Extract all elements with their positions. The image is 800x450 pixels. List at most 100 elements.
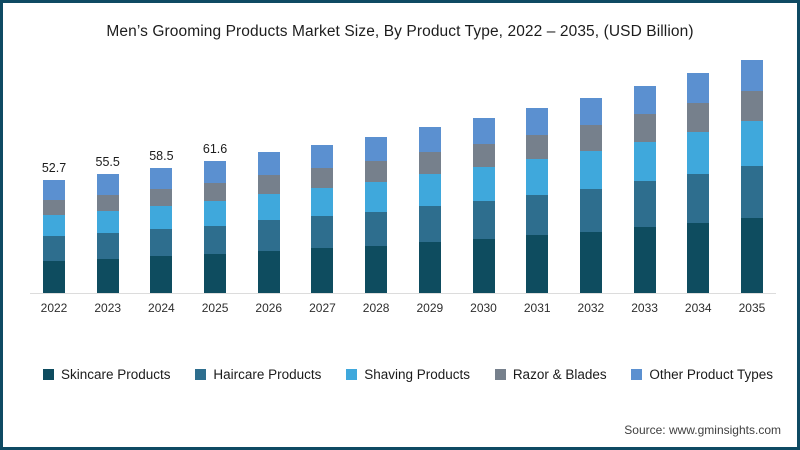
stacked-bar-2025[interactable] bbox=[204, 58, 227, 293]
stacked-bar-2023[interactable] bbox=[96, 58, 119, 293]
stacked-bar-2033[interactable] bbox=[633, 58, 656, 293]
stacked-bar-2032[interactable] bbox=[579, 58, 602, 293]
segment-shaving-products[interactable] bbox=[204, 200, 227, 226]
legend-label: Razor & Blades bbox=[512, 367, 607, 382]
segment-skincare-products[interactable] bbox=[633, 227, 656, 293]
segment-skincare-products[interactable] bbox=[96, 258, 119, 293]
segment-other-product-types[interactable] bbox=[257, 152, 280, 175]
segment-other-product-types[interactable] bbox=[365, 136, 388, 161]
segment-haircare-products[interactable] bbox=[257, 220, 280, 251]
stacked-bar-2029[interactable] bbox=[418, 58, 441, 293]
segment-razor-blades[interactable] bbox=[579, 125, 602, 152]
stacked-bar-2028[interactable] bbox=[365, 58, 388, 293]
segment-razor-blades[interactable] bbox=[150, 188, 173, 206]
segment-other-product-types[interactable] bbox=[43, 180, 65, 200]
segment-haircare-products[interactable] bbox=[311, 216, 334, 249]
segment-skincare-products[interactable] bbox=[472, 238, 495, 293]
legend-item-razor[interactable]: Razor & Blades bbox=[494, 367, 607, 382]
segment-shaving-products[interactable] bbox=[150, 205, 173, 230]
segment-razor-blades[interactable] bbox=[43, 199, 65, 216]
segment-shaving-products[interactable] bbox=[687, 131, 710, 174]
stacked-bar-2022[interactable] bbox=[43, 58, 65, 293]
x-axis-tick-label: 2033 bbox=[631, 301, 658, 315]
segment-shaving-products[interactable] bbox=[311, 187, 334, 217]
segment-razor-blades[interactable] bbox=[418, 152, 441, 175]
segment-haircare-products[interactable] bbox=[579, 188, 602, 232]
bar-column-2035: 2035 bbox=[739, 58, 765, 315]
segment-shaving-products[interactable] bbox=[633, 141, 656, 182]
segment-razor-blades[interactable] bbox=[311, 167, 334, 188]
legend-swatch-haircare-icon bbox=[195, 369, 207, 380]
segment-skincare-products[interactable] bbox=[43, 260, 65, 293]
segment-other-product-types[interactable] bbox=[311, 144, 334, 168]
segment-shaving-products[interactable] bbox=[472, 167, 495, 201]
segment-shaving-products[interactable] bbox=[257, 193, 280, 221]
x-axis-tick-label: 2024 bbox=[148, 301, 175, 315]
segment-shaving-products[interactable] bbox=[579, 151, 602, 189]
segment-other-product-types[interactable] bbox=[740, 59, 763, 91]
segment-razor-blades[interactable] bbox=[740, 90, 763, 122]
segment-other-product-types[interactable] bbox=[579, 97, 602, 126]
stacked-bar-2024[interactable] bbox=[150, 58, 173, 293]
legend-item-shaving[interactable]: Shaving Products bbox=[346, 367, 470, 382]
segment-other-product-types[interactable] bbox=[204, 161, 227, 183]
segment-haircare-products[interactable] bbox=[418, 205, 441, 243]
segment-skincare-products[interactable] bbox=[365, 245, 388, 293]
segment-skincare-products[interactable] bbox=[204, 254, 227, 293]
segment-other-product-types[interactable] bbox=[687, 73, 710, 103]
segment-other-product-types[interactable] bbox=[472, 118, 495, 144]
segment-other-product-types[interactable] bbox=[633, 85, 656, 115]
segment-shaving-products[interactable] bbox=[526, 159, 549, 195]
source-credit: Source: www.gminsights.com bbox=[624, 423, 781, 437]
legend-item-haircare[interactable]: Haircare Products bbox=[195, 367, 321, 382]
stacked-bar-2030[interactable] bbox=[472, 58, 495, 293]
segment-skincare-products[interactable] bbox=[740, 217, 763, 293]
segment-skincare-products[interactable] bbox=[579, 231, 602, 293]
stacked-bar-2026[interactable] bbox=[257, 58, 280, 293]
segment-haircare-products[interactable] bbox=[472, 200, 495, 239]
segment-razor-blades[interactable] bbox=[365, 160, 388, 182]
segment-skincare-products[interactable] bbox=[687, 222, 710, 293]
segment-other-product-types[interactable] bbox=[96, 174, 119, 195]
x-axis-tick-label: 2031 bbox=[523, 301, 551, 315]
segment-haircare-products[interactable] bbox=[150, 229, 173, 257]
segment-other-product-types[interactable] bbox=[150, 168, 173, 189]
chart-title: Men’s Grooming Products Market Size, By … bbox=[106, 23, 694, 40]
segment-haircare-products[interactable] bbox=[526, 194, 549, 236]
segment-haircare-products[interactable] bbox=[687, 173, 710, 223]
segment-shaving-products[interactable] bbox=[418, 174, 441, 206]
segment-haircare-products[interactable] bbox=[633, 181, 656, 228]
segment-razor-blades[interactable] bbox=[687, 102, 710, 132]
segment-razor-blades[interactable] bbox=[633, 114, 656, 142]
segment-razor-blades[interactable] bbox=[96, 194, 119, 211]
segment-shaving-products[interactable] bbox=[365, 181, 388, 212]
legend-item-skincare[interactable]: Skincare Products bbox=[43, 367, 171, 382]
segment-haircare-products[interactable] bbox=[365, 211, 388, 246]
segment-haircare-products[interactable] bbox=[740, 165, 763, 218]
legend-item-other[interactable]: Other Product Types bbox=[631, 367, 773, 382]
stacked-bar-2035[interactable] bbox=[740, 58, 763, 293]
segment-razor-blades[interactable] bbox=[526, 134, 549, 160]
x-axis-tick-label: 2029 bbox=[416, 301, 444, 315]
segment-razor-blades[interactable] bbox=[472, 143, 495, 168]
segment-shaving-products[interactable] bbox=[43, 215, 65, 237]
stacked-bar-2034[interactable] bbox=[687, 58, 710, 293]
x-axis-tick-label: 2025 bbox=[201, 301, 229, 315]
segment-shaving-products[interactable] bbox=[740, 121, 763, 166]
segment-haircare-products[interactable] bbox=[96, 233, 119, 259]
stacked-bar-2027[interactable] bbox=[311, 58, 334, 293]
stacked-bar-2031[interactable] bbox=[526, 58, 549, 293]
segment-razor-blades[interactable] bbox=[257, 174, 280, 194]
segment-skincare-products[interactable] bbox=[257, 250, 280, 293]
segment-shaving-products[interactable] bbox=[96, 210, 119, 234]
segment-razor-blades[interactable] bbox=[204, 182, 227, 201]
segment-skincare-products[interactable] bbox=[418, 242, 441, 293]
segment-haircare-products[interactable] bbox=[43, 236, 65, 261]
legend-swatch-shaving-icon bbox=[346, 369, 358, 380]
segment-other-product-types[interactable] bbox=[526, 107, 549, 135]
segment-other-product-types[interactable] bbox=[418, 127, 441, 153]
segment-haircare-products[interactable] bbox=[204, 225, 227, 255]
segment-skincare-products[interactable] bbox=[150, 256, 173, 293]
segment-skincare-products[interactable] bbox=[311, 248, 334, 293]
segment-skincare-products[interactable] bbox=[526, 235, 549, 293]
